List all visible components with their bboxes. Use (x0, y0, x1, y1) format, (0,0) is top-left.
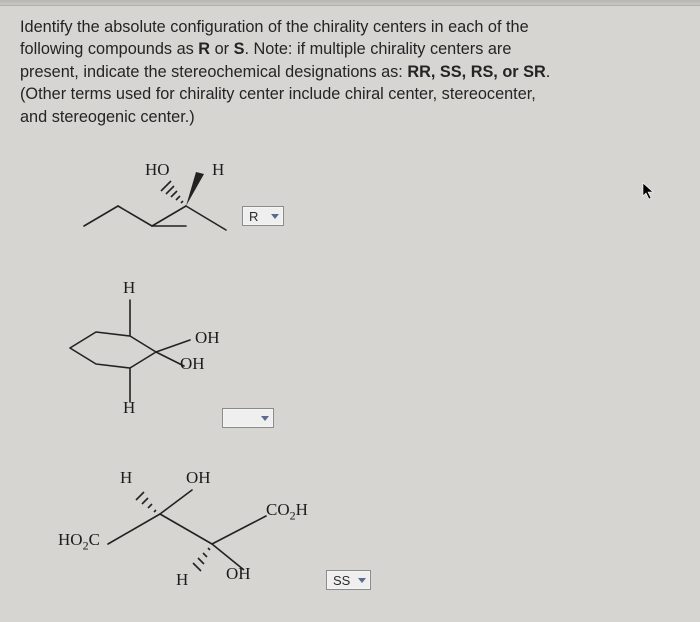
ho2c-c: C (89, 530, 100, 549)
label-OH-3b: OH (226, 564, 251, 584)
cursor-icon (642, 182, 656, 200)
structure-1 (80, 164, 300, 244)
wedge-solid (186, 172, 204, 206)
prompt-line-3b: . (546, 63, 551, 81)
label-HO2C: HO2C (58, 530, 100, 553)
select-answer-2[interactable] (222, 408, 274, 428)
prompt-line-4: (Other terms used for chirality center i… (20, 85, 536, 103)
label-H-3b: H (176, 570, 188, 590)
chevron-down-icon (261, 416, 269, 421)
chevron-down-icon (358, 578, 366, 583)
label-H-2b: H (123, 398, 135, 418)
question-prompt: Identify the absolute configuration of t… (20, 16, 680, 128)
co2h-h: H (296, 500, 308, 519)
prompt-line-2a: following compounds as (20, 40, 198, 58)
select-answer-1[interactable]: R (242, 206, 284, 226)
ho2c-ho: HO (58, 530, 83, 549)
select-value-3: SS (333, 573, 350, 588)
label-H-3a: H (120, 468, 132, 488)
bold-designations: RR, SS, RS, or SR (407, 63, 545, 81)
figures-region: HO H R H OH OH H (20, 150, 680, 620)
prompt-line-1: Identify the absolute configuration of t… (20, 18, 529, 36)
label-OH-2a: OH (195, 328, 220, 348)
select-value-1: R (249, 209, 258, 224)
label-OH-2b: OH (180, 354, 205, 374)
prompt-line-3a: present, indicate the stereochemical des… (20, 63, 407, 81)
label-CO2H: CO2H (266, 500, 308, 523)
co2h-co: CO (266, 500, 290, 519)
prompt-line-5: and stereogenic center.) (20, 108, 195, 126)
bold-S: S (234, 40, 245, 58)
prompt-line-2b: . Note: if multiple chirality centers ar… (244, 40, 511, 58)
label-H-2a: H (123, 278, 135, 298)
bold-R: R (198, 40, 210, 58)
select-answer-3[interactable]: SS (326, 570, 371, 590)
content-sheet: Identify the absolute configuration of t… (0, 6, 700, 620)
label-OH-3a: OH (186, 468, 211, 488)
label-H-1: H (212, 160, 224, 180)
structure-2 (56, 270, 256, 420)
chevron-down-icon (271, 214, 279, 219)
prompt-or: or (210, 40, 234, 58)
label-HO-1: HO (145, 160, 170, 180)
